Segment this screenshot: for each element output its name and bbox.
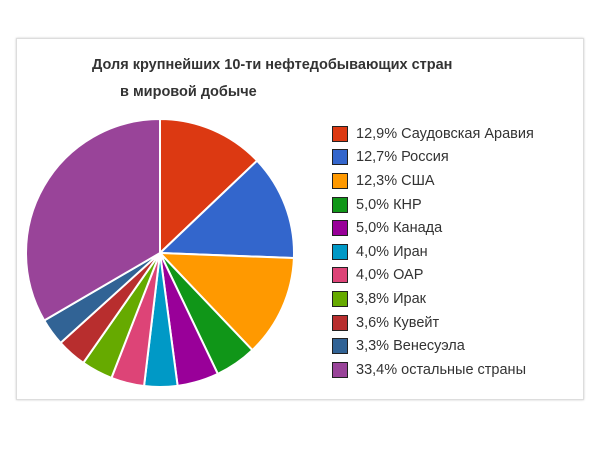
- legend-label: 4,0% Иран: [356, 243, 428, 260]
- legend-swatch: [332, 149, 348, 166]
- legend-swatch: [332, 196, 348, 213]
- chart-frame: [16, 38, 584, 400]
- legend-swatch: [332, 338, 348, 355]
- chart-title-line-1: Доля крупнейших 10-ти нефтедобывающих ст…: [92, 57, 453, 73]
- legend-label: 33,4% остальные страны: [356, 361, 526, 378]
- legend-item: 12,9% Саудовская Аравия: [332, 122, 534, 146]
- legend-label: 12,7% Россия: [356, 149, 449, 166]
- legend-swatch: [332, 361, 348, 378]
- pie-slice: [25, 117, 161, 322]
- legend-item: 12,7% Россия: [332, 146, 534, 170]
- legend-label: 3,8% Ирак: [356, 290, 426, 307]
- legend-item: 5,0% Канада: [332, 216, 534, 240]
- legend-label: 12,9% Саудовская Аравия: [356, 125, 534, 142]
- legend-swatch: [332, 290, 348, 307]
- pie-slice: [159, 117, 259, 256]
- legend-swatch: [332, 314, 348, 331]
- legend-label: 3,3% Венесуэла: [356, 338, 465, 355]
- legend-item: 3,8% Ирак: [332, 287, 534, 311]
- legend-swatch: [332, 220, 348, 237]
- legend-label: 5,0% Канада: [356, 220, 443, 237]
- legend-label: 3,6% Кувейт: [356, 314, 440, 331]
- legend-item: 5,0% КНР: [332, 193, 534, 217]
- chart-title-line-2: в мировой добыче: [120, 84, 257, 100]
- legend-item: 3,3% Венесуэла: [332, 334, 534, 358]
- legend-label: 5,0% КНР: [356, 196, 422, 213]
- legend-swatch: [332, 243, 348, 260]
- legend: 12,9% Саудовская Аравия 12,7% Россия 12,3%…: [332, 122, 534, 382]
- pie-slice: [157, 159, 295, 260]
- pie-slice: [157, 251, 295, 352]
- legend-label: 4,0% ОАР: [356, 267, 424, 284]
- legend-item: 33,4% остальные страны: [332, 358, 534, 382]
- legend-swatch: [332, 172, 348, 189]
- legend-item: 3,6% Кувейт: [332, 311, 534, 335]
- legend-item: 4,0% ОАР: [332, 264, 534, 288]
- legend-swatch: [332, 125, 348, 142]
- legend-swatch: [332, 267, 348, 284]
- legend-label: 12,3% США: [356, 172, 435, 189]
- legend-item: 12,3% США: [332, 169, 534, 193]
- legend-item: 4,0% Иран: [332, 240, 534, 264]
